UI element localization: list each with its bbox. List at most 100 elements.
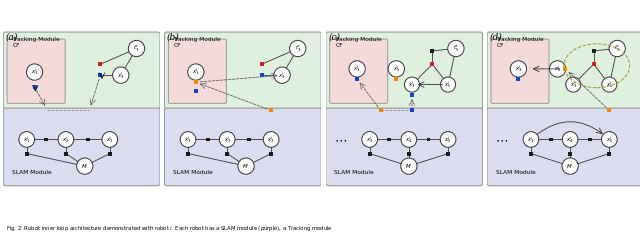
Text: $x_2^i$: $x_2^i$: [62, 134, 70, 145]
Circle shape: [102, 132, 118, 147]
Circle shape: [19, 132, 35, 147]
Text: $x_5^i$: $x_5^i$: [605, 79, 613, 90]
FancyBboxPatch shape: [326, 108, 483, 186]
Bar: [99, 73, 102, 77]
Text: $t_3^t$: $t_3^t$: [294, 43, 301, 54]
Text: Tracking Module: Tracking Module: [173, 37, 221, 42]
Circle shape: [58, 132, 74, 147]
Circle shape: [562, 158, 579, 174]
Text: $x_3^i$: $x_3^i$: [278, 70, 286, 81]
Circle shape: [440, 77, 456, 92]
Circle shape: [523, 132, 539, 147]
FancyBboxPatch shape: [326, 32, 483, 109]
Circle shape: [563, 132, 578, 147]
Bar: [607, 152, 611, 156]
FancyBboxPatch shape: [3, 32, 160, 109]
Bar: [446, 152, 450, 156]
Bar: [431, 49, 435, 53]
Circle shape: [566, 77, 581, 92]
Bar: [194, 89, 198, 93]
Bar: [410, 109, 414, 112]
Circle shape: [77, 158, 93, 174]
Circle shape: [440, 132, 456, 147]
Circle shape: [510, 61, 527, 77]
Bar: [247, 137, 251, 141]
Circle shape: [290, 40, 306, 57]
Text: $x_3^i$: $x_3^i$: [515, 63, 522, 74]
Circle shape: [113, 67, 129, 83]
Text: $x_3^i$: $x_3^i$: [527, 134, 534, 145]
Text: $x_3^i$: $x_3^i$: [106, 134, 113, 145]
FancyBboxPatch shape: [491, 39, 549, 103]
FancyBboxPatch shape: [164, 32, 321, 109]
Circle shape: [609, 40, 625, 57]
Circle shape: [220, 132, 235, 147]
Bar: [410, 93, 414, 97]
Bar: [568, 152, 572, 156]
Text: $x_3^i$: $x_3^i$: [31, 67, 38, 78]
Bar: [64, 152, 68, 156]
Circle shape: [388, 61, 404, 77]
Text: $x_4^i$: $x_4^i$: [566, 134, 574, 145]
Bar: [194, 80, 198, 84]
Bar: [588, 137, 592, 141]
Bar: [25, 152, 29, 156]
Bar: [394, 77, 398, 81]
Text: SLAM Module: SLAM Module: [334, 170, 374, 175]
Text: Fig. 2: Robot inner loop architecture demonstrated with robot $i$. Each robot ha: Fig. 2: Robot inner loop architecture de…: [6, 224, 333, 233]
FancyBboxPatch shape: [330, 39, 388, 103]
Bar: [205, 137, 209, 141]
Circle shape: [401, 132, 417, 147]
Bar: [44, 137, 48, 141]
Text: $t_3^t$: $t_3^t$: [133, 43, 140, 54]
Circle shape: [180, 132, 196, 147]
Bar: [186, 152, 190, 156]
Text: $x_3^i$: $x_3^i$: [366, 134, 373, 145]
Bar: [269, 152, 273, 156]
Bar: [607, 109, 611, 112]
Circle shape: [401, 158, 417, 174]
Circle shape: [602, 132, 617, 147]
Text: $t_5^t$: $t_5^t$: [453, 43, 459, 54]
Text: CF: CF: [335, 43, 342, 48]
Circle shape: [263, 132, 279, 147]
Text: SLAM Module: SLAM Module: [495, 170, 536, 175]
Circle shape: [129, 40, 145, 57]
Text: CF: CF: [13, 43, 20, 48]
Text: $x_3^i$: $x_3^i$: [192, 67, 200, 78]
Bar: [33, 85, 36, 89]
Circle shape: [26, 64, 43, 80]
Circle shape: [602, 77, 617, 92]
Text: $M^i$: $M^i$: [566, 161, 574, 171]
Bar: [592, 49, 596, 53]
Text: $\cdots$: $\cdots$: [333, 133, 347, 146]
Text: (c): (c): [328, 32, 340, 41]
Text: $M^i$: $M^i$: [81, 161, 89, 171]
Bar: [108, 152, 112, 156]
Bar: [225, 152, 229, 156]
Bar: [260, 62, 264, 66]
FancyBboxPatch shape: [168, 39, 227, 103]
Circle shape: [550, 61, 566, 77]
Bar: [516, 77, 520, 81]
FancyBboxPatch shape: [3, 108, 160, 186]
Text: $x_3^i$: $x_3^i$: [408, 79, 416, 90]
Bar: [379, 109, 383, 112]
Bar: [426, 137, 431, 141]
Text: (d): (d): [490, 32, 502, 41]
Text: $x_3^i$: $x_3^i$: [570, 79, 577, 90]
Circle shape: [188, 64, 204, 80]
Bar: [563, 67, 568, 71]
Text: CF: CF: [497, 43, 504, 48]
Bar: [368, 152, 372, 156]
Bar: [407, 152, 411, 156]
Bar: [260, 73, 264, 77]
Text: $x_5^i$: $x_5^i$: [605, 134, 613, 145]
Text: (b): (b): [167, 32, 180, 41]
Bar: [431, 62, 435, 66]
Text: CF: CF: [174, 43, 181, 48]
Text: (a): (a): [6, 32, 18, 41]
Text: Tracking Module: Tracking Module: [334, 37, 382, 42]
Bar: [355, 77, 359, 81]
Circle shape: [448, 40, 464, 57]
